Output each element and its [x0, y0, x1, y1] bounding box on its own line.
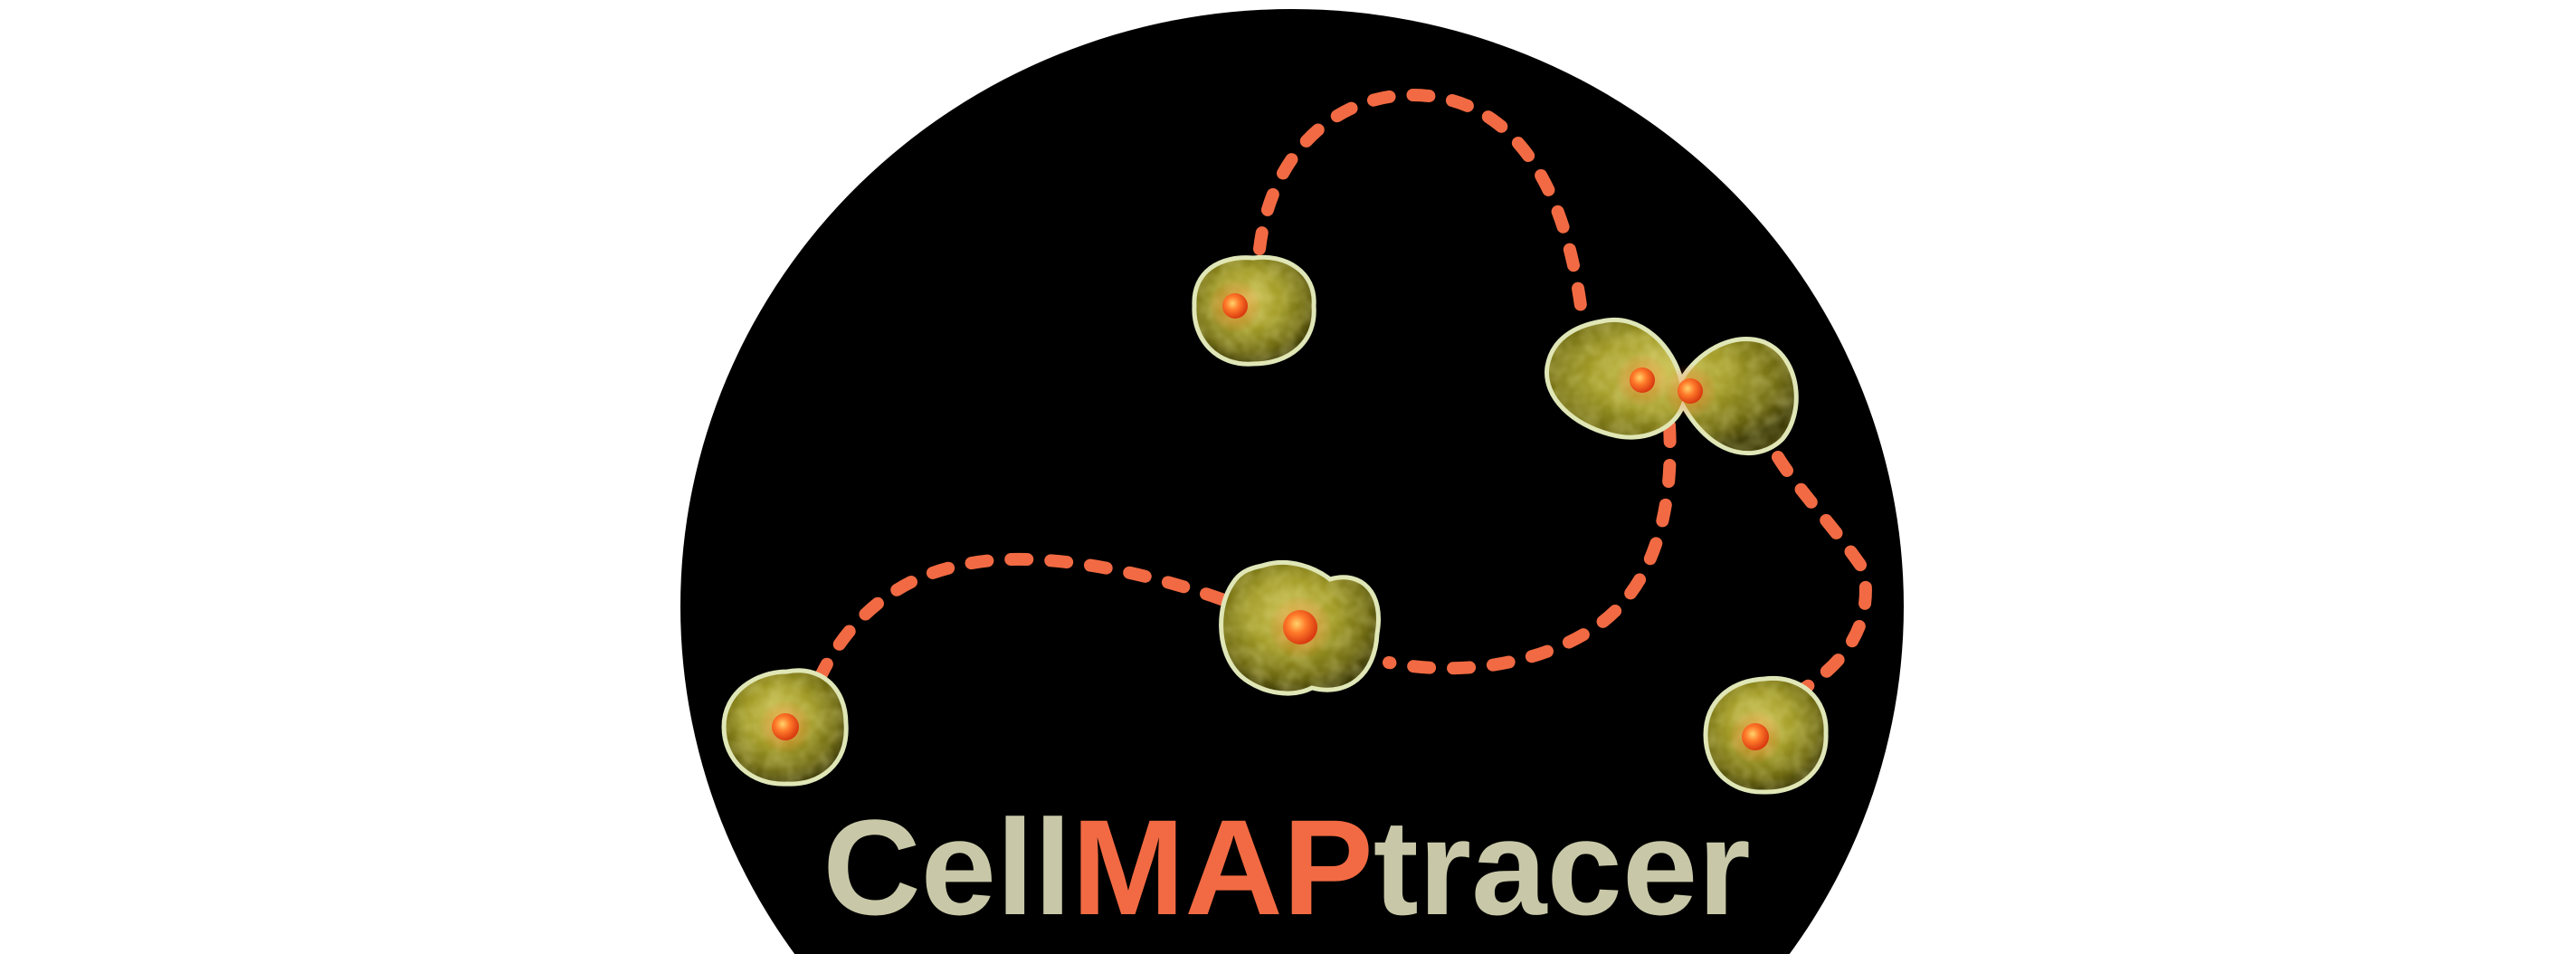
wordmark-prefix: Cell: [822, 791, 1071, 943]
dashed-trajectory-icon: [815, 88, 1872, 694]
logo-disc: [680, 9, 1904, 954]
logo-wordmark: CellMAPtracer: [822, 791, 1750, 943]
cell-icon: [721, 254, 1829, 795]
cell-top: [1192, 254, 1317, 367]
wordmark-highlight: MAP: [1071, 791, 1373, 943]
cell-lower-left: [721, 668, 849, 787]
trajectory-center-down: [1383, 419, 1677, 675]
cell-middle: [1219, 560, 1381, 696]
cell-lower-right: [1703, 675, 1829, 795]
trajectory-upper-arc: [1253, 88, 1588, 319]
dividing-cell-icon: [1545, 318, 1799, 456]
wordmark-suffix: tracer: [1374, 791, 1751, 943]
trajectory-right-branch: [1772, 451, 1872, 694]
trajectory-lower-left: [815, 552, 1228, 681]
